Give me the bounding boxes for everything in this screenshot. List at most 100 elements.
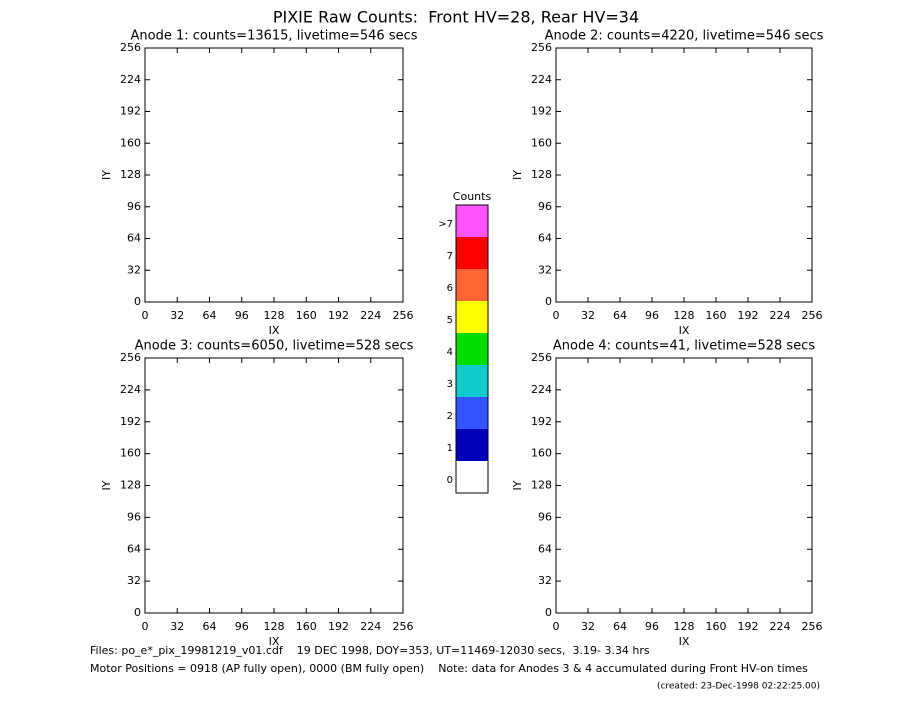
colorbar-swatch <box>456 333 488 365</box>
x-tick-label: 192 <box>738 309 759 322</box>
colorbar-label: 3 <box>447 379 453 390</box>
y-tick-label: 0 <box>545 606 552 619</box>
x-tick-label: 256 <box>802 620 823 633</box>
y-tick-label: 0 <box>134 606 141 619</box>
colorbar-swatch <box>456 205 488 237</box>
x-axis-label: IX <box>679 324 690 337</box>
x-tick-label: 32 <box>170 309 184 322</box>
y-tick-label: 224 <box>120 383 141 396</box>
y-tick-label: 32 <box>538 574 552 587</box>
x-axis-label: IX <box>269 635 280 648</box>
y-tick-label: 96 <box>127 200 141 213</box>
y-tick-label: 64 <box>538 232 552 245</box>
y-tick-label: 256 <box>531 351 552 364</box>
x-tick-label: 256 <box>802 309 823 322</box>
y-tick-label: 160 <box>531 136 552 149</box>
panel-title: Anode 3: counts=6050, livetime=528 secs <box>135 339 414 354</box>
footer-line: (created: 23-Dec-1998 02:22:25.00) <box>657 682 820 692</box>
y-tick-label: 128 <box>531 168 552 181</box>
x-tick-label: 64 <box>203 620 217 633</box>
y-tick-label: 128 <box>120 479 141 492</box>
colorbar-swatch <box>456 237 488 269</box>
colorbar-label: >7 <box>438 219 453 230</box>
y-tick-label: 96 <box>538 510 552 523</box>
x-tick-label: 160 <box>706 620 727 633</box>
y-tick-label: 64 <box>538 542 552 555</box>
y-axis-label: IY <box>511 480 524 490</box>
panel-title: Anode 4: counts=41, livetime=528 secs <box>553 339 815 354</box>
y-tick-label: 128 <box>531 479 552 492</box>
y-tick-label: 192 <box>120 415 141 428</box>
x-tick-label: 224 <box>770 620 791 633</box>
y-tick-label: 160 <box>531 447 552 460</box>
x-tick-label: 64 <box>203 309 217 322</box>
y-tick-label: 128 <box>120 168 141 181</box>
x-tick-label: 64 <box>613 309 627 322</box>
colorbar-label: 7 <box>447 251 453 262</box>
y-tick-label: 160 <box>120 447 141 460</box>
colorbar-frame <box>455 204 489 494</box>
y-tick-label: 32 <box>538 263 552 276</box>
x-tick-label: 96 <box>235 309 249 322</box>
x-tick-label: 0 <box>142 620 149 633</box>
y-tick-label: 32 <box>127 263 141 276</box>
colorbar-swatch <box>456 269 488 301</box>
x-axis-label: IX <box>269 324 280 337</box>
x-tick-label: 192 <box>738 620 759 633</box>
colorbar-label: 1 <box>447 443 453 454</box>
y-tick-label: 224 <box>531 73 552 86</box>
panel-title: Anode 1: counts=13615, livetime=546 secs <box>130 29 417 44</box>
y-tick-label: 96 <box>127 510 141 523</box>
y-tick-label: 192 <box>531 415 552 428</box>
colorbar-title: Counts <box>453 190 492 203</box>
y-axis-label: IY <box>100 480 113 490</box>
colorbar-swatch <box>456 397 488 429</box>
y-tick-label: 224 <box>120 73 141 86</box>
x-tick-label: 192 <box>328 620 349 633</box>
y-tick-label: 32 <box>127 574 141 587</box>
y-tick-label: 256 <box>120 41 141 54</box>
plot-frame <box>144 357 404 614</box>
colorbar-label: 2 <box>447 411 453 422</box>
x-tick-label: 128 <box>264 309 285 322</box>
y-tick-label: 64 <box>127 232 141 245</box>
y-axis-label: IY <box>100 170 113 180</box>
y-tick-label: 0 <box>545 295 552 308</box>
y-tick-label: 192 <box>531 105 552 118</box>
colorbar-swatch <box>456 461 488 493</box>
x-tick-label: 96 <box>235 620 249 633</box>
x-tick-label: 0 <box>553 309 560 322</box>
colorbar-label: 0 <box>447 475 453 486</box>
x-tick-label: 32 <box>581 620 595 633</box>
x-tick-label: 192 <box>328 309 349 322</box>
colorbar-swatch <box>456 301 488 333</box>
colorbar-label: 5 <box>447 315 453 326</box>
y-tick-label: 224 <box>531 383 552 396</box>
y-tick-label: 0 <box>134 295 141 308</box>
x-tick-label: 256 <box>393 620 414 633</box>
x-tick-label: 160 <box>296 309 317 322</box>
colorbar-label: 6 <box>447 283 453 294</box>
x-tick-label: 160 <box>296 620 317 633</box>
x-tick-label: 128 <box>264 620 285 633</box>
x-tick-label: 128 <box>674 309 695 322</box>
colorbar-swatch <box>456 365 488 397</box>
y-axis-label: IY <box>511 170 524 180</box>
plot-frame <box>555 357 813 614</box>
x-tick-label: 256 <box>393 309 414 322</box>
colorbar-label: 4 <box>447 347 453 358</box>
x-axis-label: IX <box>679 635 690 648</box>
x-tick-label: 0 <box>142 309 149 322</box>
plot-frame <box>144 47 404 303</box>
x-tick-label: 0 <box>553 620 560 633</box>
y-tick-label: 160 <box>120 136 141 149</box>
y-tick-label: 64 <box>127 542 141 555</box>
footer-line: Motor Positions = 0918 (AP fully open), … <box>90 662 808 675</box>
x-tick-label: 64 <box>613 620 627 633</box>
x-tick-label: 224 <box>360 620 381 633</box>
x-tick-label: 160 <box>706 309 727 322</box>
y-tick-label: 256 <box>120 351 141 364</box>
x-tick-label: 224 <box>360 309 381 322</box>
x-tick-label: 224 <box>770 309 791 322</box>
